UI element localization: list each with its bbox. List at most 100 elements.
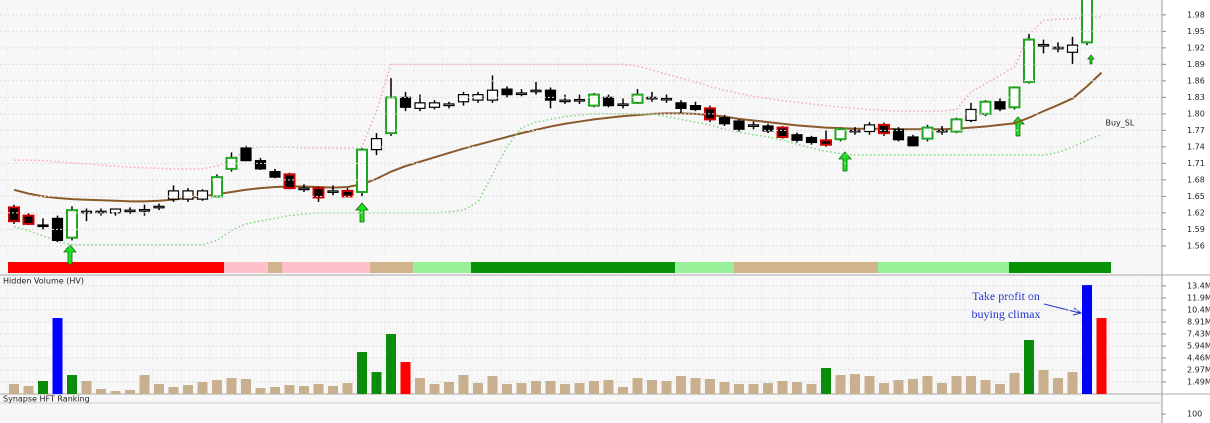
- candle-body: [501, 88, 513, 96]
- candle-body: [820, 139, 832, 146]
- candle-body: [1023, 38, 1035, 83]
- candle-body: [399, 96, 412, 108]
- candle-body: [80, 210, 93, 214]
- candle-body: [428, 102, 441, 108]
- y-tick-label: 1.71: [1187, 159, 1205, 168]
- volume-bar: [183, 385, 193, 394]
- volume-bar: [980, 380, 991, 394]
- volume-bar: [255, 388, 266, 394]
- candle-body: [805, 136, 818, 144]
- vertical-grid: [0, 278, 1162, 394]
- volume-bar: [212, 380, 222, 394]
- candle-body: [631, 93, 644, 104]
- volume-bar: [748, 383, 759, 394]
- candle-body: [863, 124, 876, 133]
- candle-body: [892, 128, 905, 141]
- candle-body: [559, 99, 571, 103]
- volume-bar: [966, 375, 976, 394]
- y-tick-label: 1.89: [1187, 60, 1205, 69]
- indicator-line: [13, 71, 1103, 203]
- volume-bar: [139, 375, 150, 394]
- volume-bar: [299, 386, 309, 394]
- volume-bar: [1024, 339, 1034, 394]
- candle-body: [66, 209, 78, 239]
- volume-bar: [516, 383, 527, 394]
- volume-bar: [81, 381, 92, 394]
- volume-bar: [647, 380, 657, 394]
- volume-bar: [473, 383, 483, 394]
- candle-body: [747, 124, 760, 127]
- volume-bar: [415, 378, 425, 394]
- pane-title: Synapse HFT Ranking: [3, 395, 90, 404]
- candle-body: [849, 129, 861, 133]
- candle-body: [269, 171, 281, 178]
- y-tick-label: 1.56: [1187, 241, 1205, 250]
- volume-bar: [661, 381, 672, 394]
- volume-bar: [618, 386, 628, 394]
- candle-body: [718, 117, 731, 125]
- volume-bar: [864, 375, 875, 394]
- volume-bar: [719, 381, 730, 394]
- annotation: buying climax: [972, 307, 1041, 321]
- volume-bar: [168, 386, 179, 394]
- y-tick-label: 1.83: [1187, 93, 1205, 102]
- volume-bar: [1082, 285, 1092, 394]
- y-tick-label: 1.77: [1187, 126, 1205, 135]
- volume-bar: [792, 381, 802, 394]
- candle-body: [921, 126, 934, 140]
- indicator-line: [13, 113, 1102, 246]
- candle-body: [602, 96, 615, 107]
- candle-body: [762, 125, 774, 132]
- volume-bar: [400, 362, 411, 394]
- candle-body: [109, 208, 122, 214]
- volume-bar: [560, 383, 570, 394]
- candle-body: [1081, 0, 1093, 44]
- candle-body: [312, 187, 325, 199]
- volume-bar: [197, 381, 208, 394]
- volume-bar: [386, 334, 396, 394]
- volume-bar: [995, 383, 1005, 394]
- volume-bar: [154, 383, 164, 394]
- candle-body: [138, 208, 151, 212]
- volume-bar: [313, 383, 324, 394]
- y-tick-label: 1.98: [1187, 10, 1205, 19]
- candle-body: [617, 103, 629, 107]
- volume-bar: [821, 368, 831, 394]
- y-tick-label: 5.94M: [1187, 342, 1210, 351]
- candle-body: [965, 108, 977, 122]
- y-tick-label: 13.4M: [1187, 281, 1210, 290]
- line-label: Buy_SL: [1106, 118, 1135, 127]
- volume-bar: [1053, 378, 1063, 394]
- signal-ribbon: [8, 262, 1111, 273]
- volume-bar: [676, 375, 686, 394]
- candle-body: [167, 190, 180, 200]
- candle-body: [878, 123, 890, 135]
- candle-body: [457, 94, 470, 103]
- volume-bar: [589, 381, 599, 394]
- volume-bar: [357, 352, 367, 394]
- volume-bar: [1067, 372, 1078, 394]
- volume-bar: [226, 378, 237, 394]
- candle-body: [1066, 44, 1079, 53]
- volume-bar: [125, 389, 135, 394]
- volume-bar: [850, 373, 860, 394]
- candle-body: [588, 93, 600, 107]
- volume-bar: [531, 381, 541, 394]
- volume-bar: [574, 383, 585, 394]
- y-tick-label: 10.4M: [1187, 306, 1210, 315]
- volume-bar: [922, 375, 933, 394]
- y-tick-label: 4.46M: [1187, 353, 1210, 362]
- volume-bar: [603, 380, 614, 394]
- volume-bar: [1009, 373, 1020, 394]
- y-tick-label: 1.65: [1187, 192, 1205, 201]
- annotation: Take profit on: [972, 289, 1040, 303]
- volume-bar: [270, 386, 280, 394]
- volume-bar: [284, 385, 295, 394]
- volume-bar: [371, 372, 382, 394]
- volume-bar: [110, 391, 121, 394]
- y-tick-label: 1.49M: [1187, 377, 1210, 386]
- volume-bar: [806, 383, 817, 394]
- volume-bar: [705, 378, 715, 394]
- candle-body: [1037, 43, 1050, 47]
- candle-body: [356, 148, 368, 193]
